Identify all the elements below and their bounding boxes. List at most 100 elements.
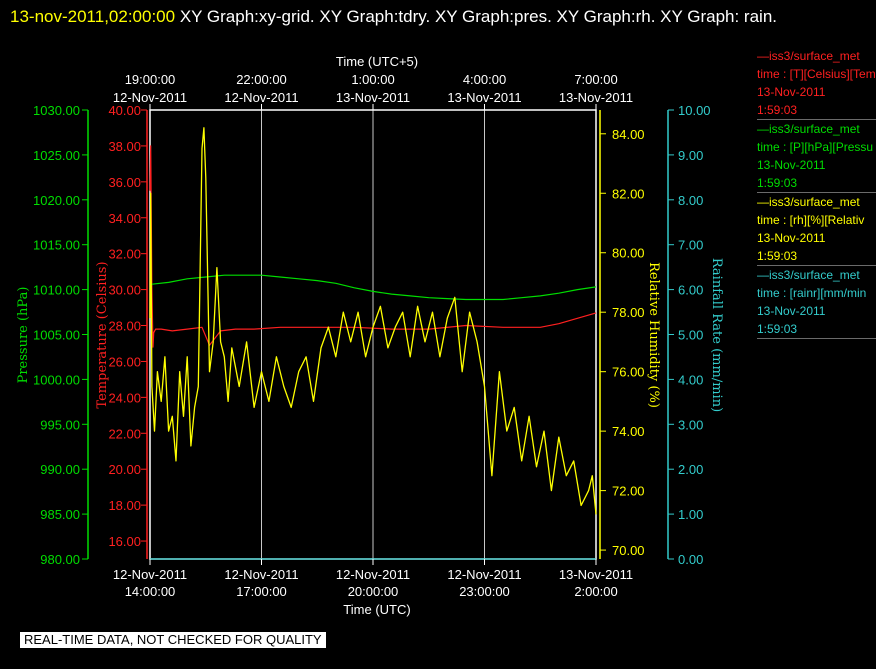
- humidity-tick-label: 82.00: [612, 186, 645, 201]
- rain-tick-label: 2.00: [678, 462, 703, 477]
- humidity-tick-label: 78.00: [612, 305, 645, 320]
- bottom-tick-date: 12-Nov-2011: [224, 567, 298, 582]
- humidity-tick-label: 74.00: [612, 424, 645, 439]
- legend-line: 1:59:03: [757, 322, 798, 336]
- bottom-tick-time: 20:00:00: [348, 584, 399, 599]
- temperature-tick-label: 28.00: [108, 319, 141, 334]
- humidity-axis-label: Relative Humidity (%): [646, 262, 661, 408]
- legend-line: time : [T][Celsius][Tem: [757, 67, 876, 81]
- temperature-tick-label: 26.00: [108, 354, 141, 369]
- rain-tick-label: 5.00: [678, 328, 703, 343]
- temperature-tick-label: 34.00: [108, 211, 141, 226]
- legend-line: —iss3/surface_met: [757, 49, 860, 63]
- rain-tick-label: 7.00: [678, 238, 703, 253]
- rain-tick-label: 3.00: [678, 417, 703, 432]
- bottom-tick-time: 23:00:00: [459, 584, 510, 599]
- pressure-tick-label: 1005.00: [33, 328, 80, 343]
- temperature-tick-label: 30.00: [108, 283, 141, 298]
- humidity-tick-label: 84.00: [612, 127, 645, 142]
- rain-tick-label: 1.00: [678, 507, 703, 522]
- temperature-tick-label: 36.00: [108, 175, 141, 190]
- bottom-tick-date: 12-Nov-2011: [336, 567, 410, 582]
- legend-line: time : [rainr][mm/min: [757, 286, 867, 300]
- rain-tick-label: 4.00: [678, 372, 703, 387]
- pressure-tick-label: 1025.00: [33, 148, 80, 163]
- bottom-tick-time: 17:00:00: [236, 584, 287, 599]
- rain-tick-label: 8.00: [678, 193, 703, 208]
- temperature-axis-label: Temperature (Celsius): [95, 261, 110, 408]
- humidity-series-line: [149, 127, 597, 515]
- humidity-tick-label: 76.00: [612, 365, 645, 380]
- top-tick-date: 13-Nov-2011: [559, 90, 633, 105]
- humidity-tick-label: 70.00: [612, 543, 645, 558]
- pressure-series-line: [149, 274, 597, 301]
- temperature-tick-label: 20.00: [108, 462, 141, 477]
- legend-line: 13-Nov-2011: [757, 231, 826, 245]
- legend-line: —iss3/surface_met: [757, 122, 860, 136]
- legend: —iss3/surface_met time : [T][Celsius][Tem…: [757, 47, 876, 339]
- legend-line: 1:59:03: [757, 103, 798, 117]
- top-tick-date: 13-Nov-2011: [336, 90, 410, 105]
- temperature-tick-label: 24.00: [108, 390, 141, 405]
- rain-tick-label: 9.00: [678, 148, 703, 163]
- axes-layer: 19:00:00 12-Nov-2011 22:00:00 12-Nov-2011 1:…: [33, 72, 711, 599]
- top-tick-time: 7:00:00: [574, 72, 617, 87]
- temperature-tick-label: 18.00: [108, 498, 141, 513]
- humidity-tick-label: 80.00: [612, 246, 645, 261]
- bottom-tick-date: 12-Nov-2011: [113, 567, 187, 582]
- bottom-tick-date: 12-Nov-2011: [447, 567, 521, 582]
- temperature-tick-label: 16.00: [108, 534, 141, 549]
- pressure-tick-label: 1030.00: [33, 103, 80, 118]
- legend-line: 1:59:03: [757, 249, 798, 263]
- legend-line: 13-Nov-2011: [757, 158, 826, 172]
- pressure-tick-label: 985.00: [40, 507, 80, 522]
- title-timestamp: 13-nov-2011,02:00:00: [10, 7, 176, 26]
- humidity-tick-label: 72.00: [612, 484, 645, 499]
- pressure-tick-label: 995.00: [40, 417, 80, 432]
- rain-tick-label: 0.00: [678, 552, 703, 567]
- legend-line: —iss3/surface_met: [757, 268, 860, 282]
- chart-title: 13-nov-2011,02:00:00 XY Graph:xy-grid. X…: [10, 3, 860, 31]
- pressure-tick-label: 1010.00: [33, 283, 80, 298]
- legend-line: —iss3/surface_met: [757, 195, 860, 209]
- rain-axis-label: Rainfall Rate (mm/min): [709, 258, 724, 412]
- legend-line: 1:59:03: [757, 176, 798, 190]
- top-tick-time: 1:00:00: [351, 72, 394, 87]
- rain-tick-label: 6.00: [678, 283, 703, 298]
- bottom-tick-date: 13-Nov-2011: [559, 567, 633, 582]
- title-graph-list: XY Graph:xy-grid. XY Graph:tdry. XY Grap…: [175, 7, 778, 26]
- top-tick-date: 12-Nov-2011: [224, 90, 298, 105]
- top-tick-time: 19:00:00: [125, 72, 176, 87]
- top-tick-time: 22:00:00: [236, 72, 287, 87]
- pressure-tick-label: 1020.00: [33, 193, 80, 208]
- pressure-tick-label: 980.00: [40, 552, 80, 567]
- legend-line: time : [P][hPa][Pressu: [757, 140, 874, 154]
- legend-line: 13-Nov-2011: [757, 85, 826, 99]
- temperature-tick-label: 32.00: [108, 247, 141, 262]
- rain-tick-label: 10.00: [678, 103, 711, 118]
- legend-line: 13-Nov-2011: [757, 304, 826, 318]
- pressure-tick-label: 1000.00: [33, 372, 80, 387]
- temperature-series-line: [149, 145, 597, 348]
- legend-line: time : [rh][%][Relativ: [757, 213, 865, 227]
- top-tick-time: 4:00:00: [463, 72, 506, 87]
- quality-disclaimer: REAL-TIME DATA, NOT CHECKED FOR QUALITY: [20, 632, 326, 648]
- pressure-tick-label: 990.00: [40, 462, 80, 477]
- pressure-axis-label: Pressure (hPa): [16, 287, 31, 384]
- bottom-tick-time: 2:00:00: [574, 584, 617, 599]
- top-tick-date: 12-Nov-2011: [113, 90, 187, 105]
- top-axis-label: Time (UTC+5): [336, 54, 418, 69]
- top-tick-date: 13-Nov-2011: [447, 90, 521, 105]
- temperature-tick-label: 22.00: [108, 426, 141, 441]
- grid-layer: [261, 110, 485, 559]
- bottom-tick-time: 14:00:00: [125, 584, 176, 599]
- temperature-tick-label: 38.00: [108, 139, 141, 154]
- temperature-tick-label: 40.00: [108, 103, 141, 118]
- pressure-tick-label: 1015.00: [33, 238, 80, 253]
- bottom-axis-label: Time (UTC): [343, 602, 410, 617]
